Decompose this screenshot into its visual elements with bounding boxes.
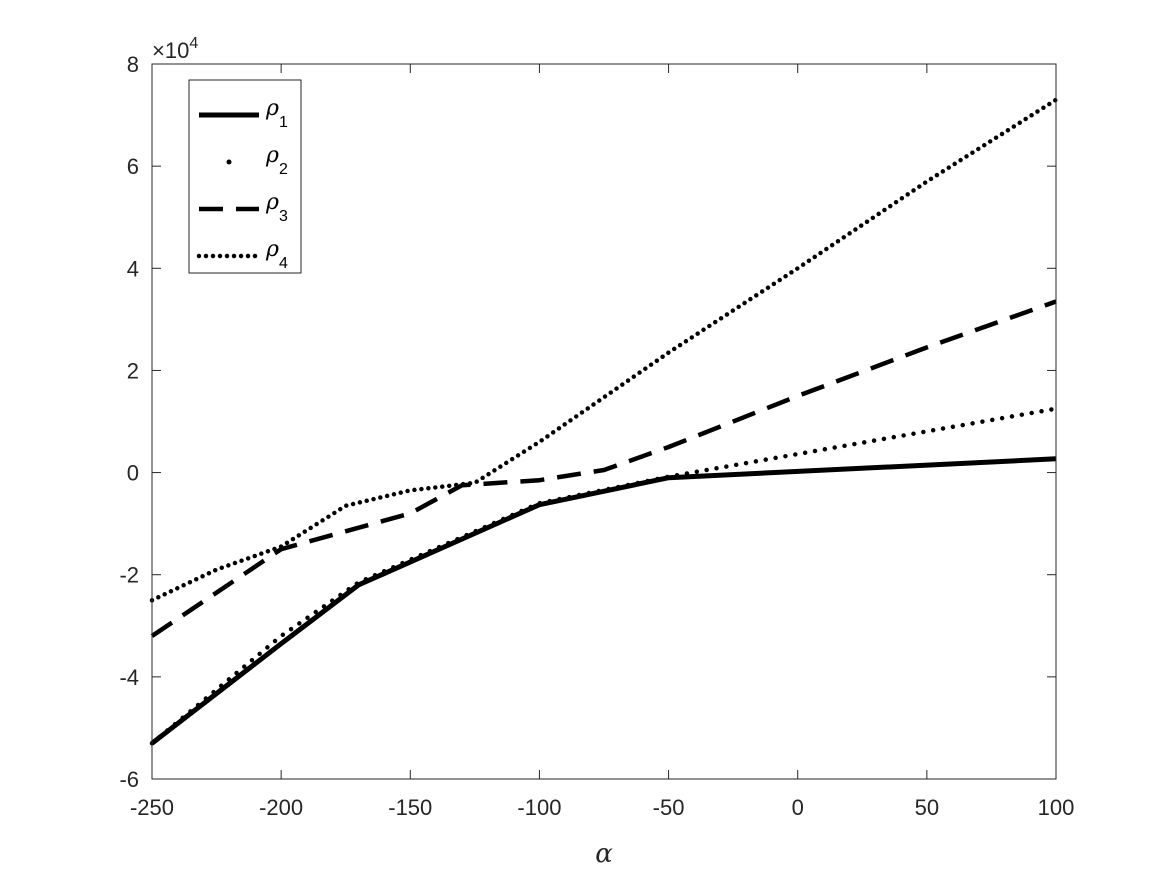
ticks-layer: -250 -200 -150 -100 -50 0 50 100 -6 -4 -2 0 2 4 6 8 (119, 52, 1074, 820)
x-tick-label: -100 (517, 795, 561, 820)
x-tick-label: -250 (130, 795, 174, 820)
plot-area (152, 64, 1056, 779)
x-tick-label: -200 (259, 795, 303, 820)
legend: ρ1 ρ2 ρ3 ρ4 (188, 79, 302, 274)
axes-layer (151, 63, 1057, 780)
legend-label-rho1: ρ1 (265, 96, 288, 131)
x-tick-label: 100 (1038, 795, 1075, 820)
y-tick-label: 0 (127, 461, 139, 486)
series-layer (149, 97, 1059, 746)
plot-background (152, 64, 1056, 779)
x-tick-label: -50 (653, 795, 685, 820)
legend-label-rho4: ρ4 (265, 237, 288, 272)
y-tick-label: 6 (127, 154, 139, 179)
legend-swatch-rho2 (226, 159, 232, 165)
y-tick-label: -6 (119, 767, 139, 792)
legend-label-rho2: ρ2 (265, 143, 288, 178)
legend-box (188, 79, 302, 274)
series-line-rho4 (149, 97, 1059, 603)
series-line-rho3 (150, 299, 1057, 638)
y-tick-label: -2 (119, 563, 139, 588)
series-line-rho2 (149, 406, 1059, 746)
y-tick-label: 2 (127, 358, 139, 383)
axes-box (151, 63, 1057, 780)
y-tick-label: -4 (119, 665, 139, 690)
y-tick-label: 4 (127, 256, 139, 281)
y-tick-label: 8 (127, 52, 139, 77)
x-tick-label: 0 (792, 795, 804, 820)
x-tick-label: 50 (915, 795, 939, 820)
y-exponent-label: ×104 (152, 35, 198, 63)
x-tick-label: -150 (388, 795, 432, 820)
x-axis-label: α (595, 839, 613, 869)
legend-label-rho3: ρ3 (265, 190, 288, 225)
